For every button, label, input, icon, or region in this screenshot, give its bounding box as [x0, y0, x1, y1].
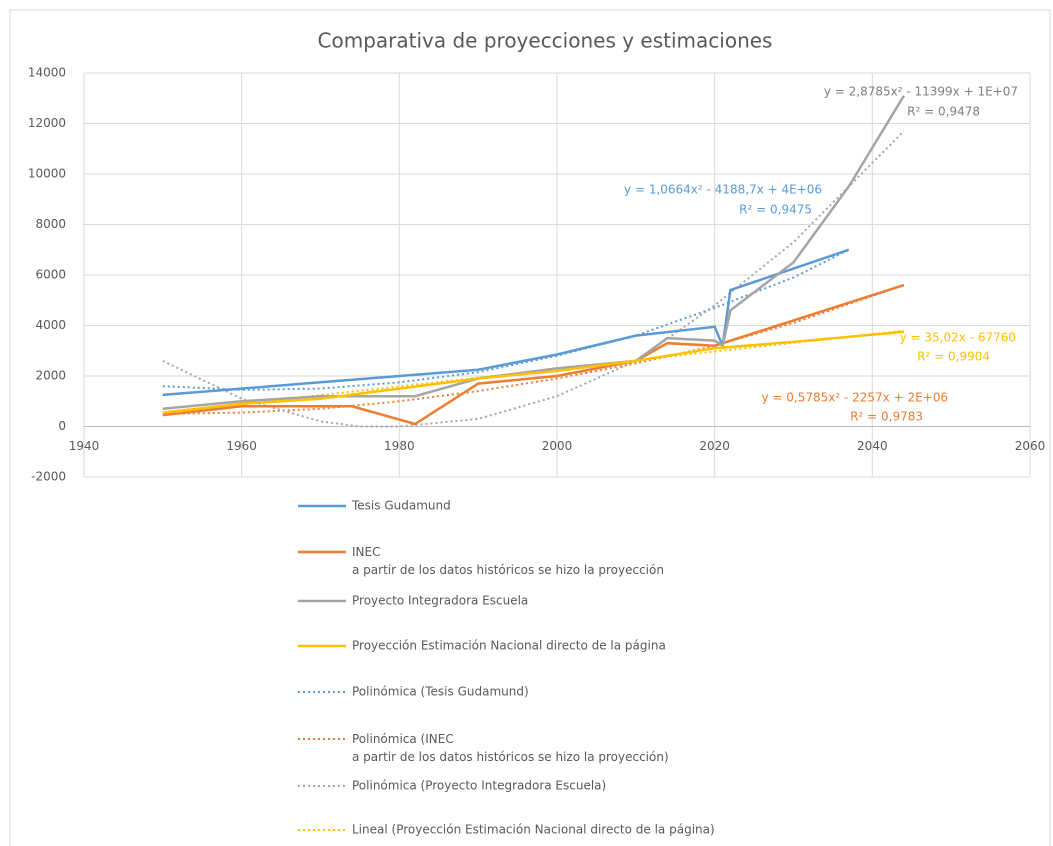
chart-title: Comparativa de proyecciones y estimacion…: [318, 29, 773, 53]
y-tick-label: 4000: [35, 318, 66, 332]
y-tick-label: 0: [58, 419, 66, 433]
trendline-equation: R² = 0,9904: [917, 350, 990, 364]
series-line: [162, 283, 905, 426]
y-tick-label: 12000: [28, 116, 66, 130]
trendline-equation: R² = 0,9478: [907, 105, 980, 119]
trendline-equation: y = 0,5785x² - 2257x + 2E+06: [761, 391, 948, 405]
trendline: [162, 248, 850, 391]
legend-label: Polinómica (Tesis Gudamund): [352, 685, 529, 699]
y-tick-label: 2000: [35, 369, 66, 383]
legend-label: Proyecto Integradora Escuela: [352, 594, 528, 608]
x-tick-label: 2000: [542, 439, 573, 453]
x-tick-label: 1980: [384, 439, 415, 453]
x-tick-label: 2020: [699, 439, 730, 453]
trendline: [162, 284, 905, 415]
legend-label: Lineal (Proyección Estimación Nacional d…: [352, 823, 715, 837]
x-tick-label: 1960: [226, 439, 257, 453]
series-line: [162, 248, 850, 397]
x-tick-label: 2040: [857, 439, 888, 453]
x-tick-label: 2060: [1015, 439, 1046, 453]
trendline: [162, 329, 905, 414]
y-tick-label: 14000: [28, 66, 66, 80]
legend-label: Polinómica (INEC a partir de los datos hi…: [352, 732, 669, 764]
series-line: [162, 330, 905, 414]
x-tick-label: 1940: [69, 439, 100, 453]
legend-label: Polinómica (Proyecto Integradora Escuela…: [352, 779, 606, 793]
y-tick-label: 10000: [28, 167, 66, 181]
y-tick-label: -2000: [31, 470, 66, 484]
chart-border: [9, 9, 1051, 846]
legend-label: Tesis Gudamund: [351, 499, 451, 513]
y-tick-label: 6000: [35, 268, 66, 282]
trendline-equation: y = 1,0664x² - 4188,7x + 4E+06: [624, 183, 822, 197]
legend-label: INEC a partir de los datos históricos se …: [352, 545, 664, 577]
trendline-equation: R² = 0,9475: [739, 203, 812, 217]
trendline: [162, 130, 905, 428]
trendline-equation: y = 2,8785x² - 11399x + 1E+07: [824, 85, 1018, 99]
trendline-equation: y = 35,02x - 67760: [900, 331, 1016, 345]
legend-label: Proyección Estimación Nacional directo d…: [352, 639, 666, 653]
y-tick-label: 8000: [35, 217, 66, 231]
trendline-equation: R² = 0,9783: [850, 410, 923, 424]
